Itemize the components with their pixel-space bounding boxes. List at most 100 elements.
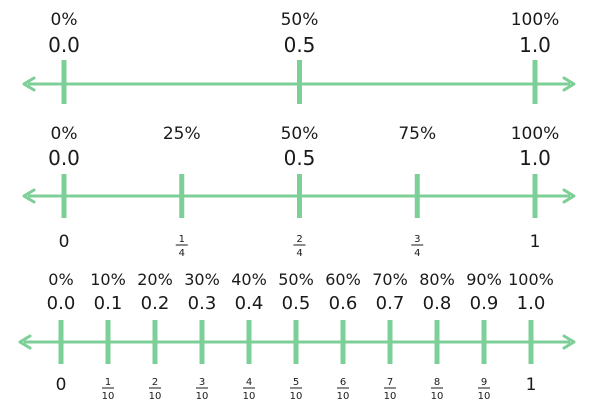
fraction-label: 410 (243, 377, 256, 402)
fraction-label: 24 (293, 234, 306, 259)
tick-mark (61, 60, 67, 104)
percent-label: 50% (281, 124, 319, 144)
tick-mark (414, 174, 420, 218)
fraction-numerator: 6 (340, 377, 346, 388)
fraction-label: 310 (196, 377, 209, 402)
decimal-label: 0.1 (94, 293, 123, 314)
number-line-1: 0% 0.0 50% 0.5 100% 1.0 (22, 10, 576, 104)
fraction-denominator: 10 (337, 391, 350, 402)
fraction-denominator: 10 (431, 391, 444, 402)
fraction-denominator: 10 (384, 391, 397, 402)
percent-label: 30% (184, 270, 220, 289)
arrow-right-icon (562, 76, 576, 92)
fraction-numerator: 1 (105, 377, 111, 388)
fraction-numerator: 7 (387, 377, 393, 388)
decimal-label: 1.0 (517, 293, 546, 314)
percent-label: 75% (398, 124, 436, 144)
arrow-left-icon (22, 76, 36, 92)
decimal-label: 0.5 (282, 293, 311, 314)
whole-number-label: 1 (526, 375, 537, 395)
percent-label: 25% (163, 124, 201, 144)
tick-mark (58, 320, 64, 364)
decimal-label: 0.0 (47, 293, 76, 314)
arrow-left-icon (22, 188, 36, 204)
arrow-right-icon (562, 334, 576, 350)
fraction-numerator: 4 (246, 377, 252, 388)
tick-mark (105, 320, 111, 364)
arrow-left-icon (18, 334, 32, 350)
tick-mark (528, 320, 534, 364)
fraction-label: 14 (175, 234, 188, 259)
decimal-label: 0.8 (423, 293, 452, 314)
decimal-label: 0.9 (470, 293, 499, 314)
percent-label: 100% (511, 10, 560, 30)
arrow-right-icon (562, 188, 576, 204)
fraction-numerator: 8 (434, 377, 440, 388)
fraction-label: 610 (337, 377, 350, 402)
fraction-denominator: 4 (296, 248, 302, 259)
fraction-denominator: 10 (243, 391, 256, 402)
fraction-label: 34 (411, 234, 424, 259)
percent-label: 10% (90, 270, 126, 289)
percent-label: 50% (278, 270, 314, 289)
decimal-label: 0.5 (284, 146, 316, 170)
decimal-label: 0.6 (329, 293, 358, 314)
fraction-denominator: 10 (478, 391, 491, 402)
tick-mark (387, 320, 393, 364)
percent-label: 0% (48, 270, 73, 289)
fraction-numerator: 1 (179, 234, 185, 245)
decimal-label: 0.0 (48, 33, 80, 57)
fraction-denominator: 4 (179, 248, 185, 259)
tick-mark (434, 320, 440, 364)
fraction-label: 110 (102, 377, 115, 402)
whole-number-label: 0 (59, 232, 70, 252)
fraction-numerator: 3 (414, 234, 420, 245)
percent-label: 80% (419, 270, 455, 289)
tick-mark (199, 320, 205, 364)
fraction-numerator: 2 (296, 234, 302, 245)
percent-label: 100% (511, 124, 560, 144)
fraction-numerator: 2 (152, 377, 158, 388)
tick-mark (532, 174, 538, 218)
fraction-denominator: 10 (196, 391, 209, 402)
decimal-label: 1.0 (519, 146, 551, 170)
decimal-label: 0.7 (376, 293, 405, 314)
decimal-label: 0.3 (188, 293, 217, 314)
decimal-label: 0.0 (48, 146, 80, 170)
percent-label: 0% (51, 124, 78, 144)
fraction-denominator: 10 (290, 391, 303, 402)
tick-mark (297, 174, 302, 218)
tick-mark (532, 60, 538, 104)
percent-label: 100% (508, 270, 554, 289)
decimal-label: 0.4 (235, 293, 264, 314)
decimal-label: 0.5 (284, 33, 316, 57)
percent-label: 60% (325, 270, 361, 289)
decimal-label: 0.2 (141, 293, 170, 314)
fraction-numerator: 3 (199, 377, 205, 388)
tick-mark (340, 320, 346, 364)
tick-mark (293, 320, 299, 364)
percent-label: 50% (281, 10, 319, 30)
percent-label: 0% (51, 10, 78, 30)
percent-label: 70% (372, 270, 408, 289)
fraction-label: 710 (384, 377, 397, 402)
tick-mark (297, 60, 302, 104)
tick-mark (152, 320, 158, 364)
fraction-numerator: 9 (481, 377, 487, 388)
percent-label: 90% (466, 270, 502, 289)
tick-mark (61, 174, 67, 218)
fraction-denominator: 4 (414, 248, 420, 259)
percent-label: 40% (231, 270, 267, 289)
tick-mark (246, 320, 252, 364)
tick-mark (179, 174, 185, 218)
fraction-label: 810 (431, 377, 444, 402)
percent-label: 20% (137, 270, 173, 289)
fraction-numerator: 5 (293, 377, 299, 388)
whole-number-label: 1 (530, 232, 541, 252)
fraction-denominator: 10 (102, 391, 115, 402)
whole-number-label: 0 (56, 375, 67, 395)
fraction-label: 210 (149, 377, 162, 402)
fraction-label: 510 (290, 377, 303, 402)
